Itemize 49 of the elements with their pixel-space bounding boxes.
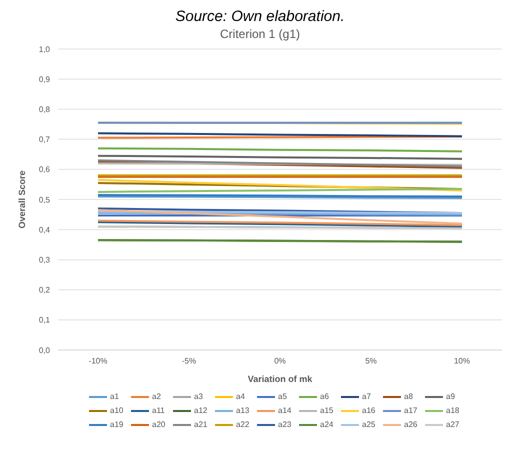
legend-label: a2 [151, 391, 162, 403]
x-tick-label: 5% [365, 356, 377, 366]
legend-label: a7 [361, 391, 372, 403]
x-tick-label: -10% [88, 356, 108, 366]
x-tick-label: 0% [274, 356, 286, 366]
y-tick-label: 0,5 [38, 195, 51, 204]
legend-label: a5 [277, 391, 288, 403]
legend-label: a16 [361, 405, 376, 417]
y-tick-label: 0,4 [38, 225, 51, 234]
chart-title: Criterion 1 (g1) [218, 27, 302, 41]
legend-label: a21 [193, 419, 208, 431]
x-tick-label: 10% [454, 356, 470, 366]
line-series [97, 178, 463, 192]
y-tick-label: 0,6 [38, 165, 51, 174]
y-tick-label: 0,0 [38, 346, 51, 355]
y-tick-label: 0,3 [38, 256, 51, 265]
legend-label: a23 [277, 419, 292, 431]
legend-label: a8 [403, 391, 414, 403]
legend-label: a20 [151, 419, 166, 431]
y-tick-label: 0,9 [38, 74, 51, 84]
source-note: Source: Own elaboration. [174, 8, 346, 25]
legend-label: a25 [361, 419, 376, 431]
legend-label: a10 [109, 405, 124, 417]
x-tick-label: -5% [182, 356, 196, 366]
legend-label: a14 [277, 405, 292, 417]
legend-label: a9 [445, 391, 456, 403]
legend-label: a17 [403, 405, 418, 417]
legend-label: a19 [109, 419, 124, 431]
legend-label: a12 [193, 405, 208, 417]
legend-label: a3 [193, 391, 204, 403]
legend-label: a4 [235, 391, 246, 403]
y-axis-title: Overall Score [17, 170, 28, 229]
legend-label: a22 [235, 419, 250, 431]
y-tick-label: 0,7 [38, 135, 51, 144]
legend-label: a24 [319, 419, 334, 431]
legend-label: a13 [235, 405, 250, 417]
legend-label: a1 [109, 391, 120, 403]
y-tick-label: 0,8 [38, 105, 51, 114]
legend-label: a11 [151, 405, 166, 417]
legend-label: a6 [319, 391, 330, 403]
line-series [97, 209, 463, 225]
legend-label: a18 [445, 405, 460, 417]
legend-label: a15 [319, 405, 334, 417]
legend-label: a27 [445, 419, 460, 431]
y-tick-label: 0,2 [38, 286, 51, 295]
x-axis-title: Variation of mk [248, 374, 314, 384]
y-tick-label: 0,1 [38, 316, 51, 325]
y-tick-label: 1,0 [38, 44, 51, 54]
legend-label: a26 [403, 419, 418, 431]
